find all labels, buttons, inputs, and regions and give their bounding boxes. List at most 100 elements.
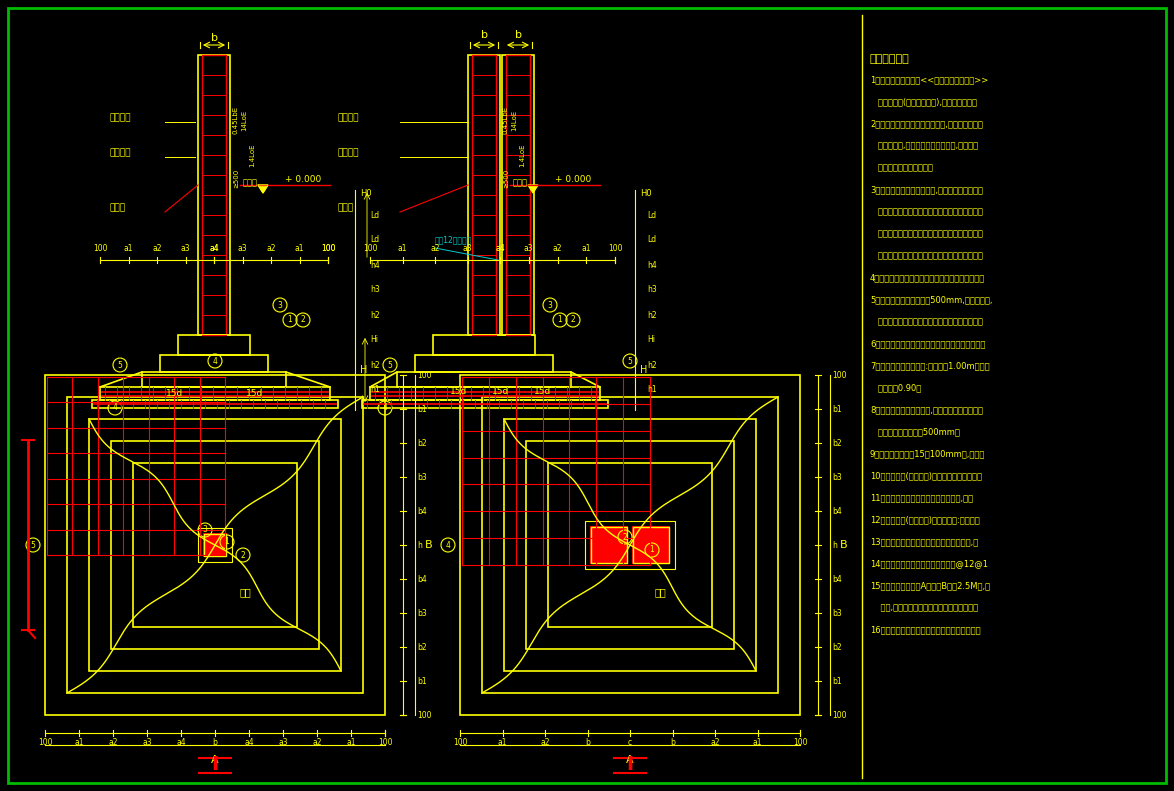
Bar bbox=[460, 375, 799, 715]
Text: a4: a4 bbox=[209, 244, 218, 253]
Text: a4: a4 bbox=[495, 244, 505, 253]
Text: h3: h3 bbox=[370, 286, 379, 294]
Text: 3: 3 bbox=[277, 301, 283, 309]
Text: h2: h2 bbox=[647, 361, 656, 369]
Text: B: B bbox=[425, 540, 433, 550]
Text: 4: 4 bbox=[446, 540, 451, 550]
Text: 5: 5 bbox=[387, 361, 392, 369]
Text: 密筋: 密筋 bbox=[239, 587, 251, 597]
Text: 15d: 15d bbox=[167, 389, 183, 399]
Text: a2: a2 bbox=[266, 244, 276, 253]
Text: H: H bbox=[640, 365, 647, 375]
Bar bbox=[397, 372, 571, 387]
Bar bbox=[585, 521, 675, 569]
Text: 5: 5 bbox=[117, 361, 122, 369]
Text: 且每级高差不应超过500mm。: 且每级高差不应超过500mm。 bbox=[870, 427, 960, 436]
Bar bbox=[633, 527, 669, 563]
Bar bbox=[504, 419, 756, 671]
Text: b: b bbox=[212, 738, 217, 747]
Bar bbox=[133, 463, 297, 627]
Bar bbox=[45, 375, 385, 715]
Text: 100: 100 bbox=[417, 710, 432, 720]
Text: 基础设计说明: 基础设计说明 bbox=[870, 54, 910, 64]
Text: a4: a4 bbox=[244, 738, 254, 747]
Text: b1: b1 bbox=[417, 404, 426, 414]
Text: 图纸12班图说明: 图纸12班图说明 bbox=[436, 235, 472, 244]
Text: h2: h2 bbox=[370, 361, 379, 369]
Text: 16、施工时应严格遵守国家有关施工、技术及整: 16、施工时应严格遵守国家有关施工、技术及整 bbox=[870, 625, 980, 634]
Text: a2: a2 bbox=[153, 244, 162, 253]
Text: 2: 2 bbox=[622, 532, 627, 542]
Text: 100: 100 bbox=[832, 370, 846, 380]
Text: 100: 100 bbox=[417, 370, 432, 380]
Text: Ld: Ld bbox=[370, 236, 379, 244]
Text: 100: 100 bbox=[608, 244, 622, 253]
Text: 外箍台: 外箍台 bbox=[338, 203, 355, 212]
Text: 100: 100 bbox=[93, 244, 107, 253]
Text: a1: a1 bbox=[346, 738, 356, 747]
Text: h4: h4 bbox=[370, 260, 379, 270]
Text: 4: 4 bbox=[113, 403, 117, 412]
Text: 2、本工程设计天然地基独立基础,必须在设计人员: 2、本工程设计天然地基独立基础,必须在设计人员 bbox=[870, 119, 983, 128]
Text: 基础应落在(全风化花岗岩),地基土承载力特: 基础应落在(全风化花岗岩),地基土承载力特 bbox=[870, 97, 977, 106]
Text: 100: 100 bbox=[321, 244, 336, 253]
Text: a1: a1 bbox=[498, 738, 507, 747]
Text: H0: H0 bbox=[360, 188, 372, 198]
Text: b3: b3 bbox=[832, 608, 842, 618]
Text: a1: a1 bbox=[295, 244, 304, 253]
Text: 5、基础埋至持力层不小于500mm,基坑开挖后,: 5、基础埋至持力层不小于500mm,基坑开挖后, bbox=[870, 295, 992, 304]
Bar bbox=[142, 372, 286, 387]
Text: b: b bbox=[514, 30, 521, 40]
Text: 3、当基坑开挖到设计标高后,应立即对基坑进行验: 3、当基坑开挖到设计标高后,应立即对基坑进行验 bbox=[870, 185, 983, 194]
Text: Hi: Hi bbox=[370, 335, 378, 345]
Text: 设计、质监等部门到现场验槽。基础持力层必须: 设计、质监等部门到现场验槽。基础持力层必须 bbox=[870, 207, 983, 216]
Text: a1: a1 bbox=[581, 244, 591, 253]
Text: 8、基坑邻近基础放坡要求,相邻基础底面高差不超: 8、基坑邻近基础放坡要求,相邻基础底面高差不超 bbox=[870, 405, 983, 414]
Text: a1: a1 bbox=[74, 738, 83, 747]
Text: I: I bbox=[627, 755, 634, 774]
Text: 1: 1 bbox=[288, 316, 292, 324]
Bar bbox=[202, 55, 227, 335]
Text: 合同有关人员研究处理。: 合同有关人员研究处理。 bbox=[870, 163, 933, 172]
Text: 2: 2 bbox=[571, 316, 575, 324]
Text: 一次钢筋: 一次钢筋 bbox=[338, 148, 359, 157]
Text: 12、基础底板(包括承台)钢筋保护层:有垫层为: 12、基础底板(包括承台)钢筋保护层:有垫层为 bbox=[870, 515, 980, 524]
Bar bbox=[591, 527, 627, 563]
Text: a1: a1 bbox=[753, 738, 762, 747]
Text: H0: H0 bbox=[640, 188, 652, 198]
Text: 1、本工程根据方贤祁<<岩土工程勘察报告>>: 1、本工程根据方贤祁<<岩土工程勘察报告>> bbox=[870, 75, 989, 84]
Bar bbox=[548, 463, 711, 627]
Bar bbox=[591, 527, 627, 563]
Text: b3: b3 bbox=[417, 608, 427, 618]
Text: 1: 1 bbox=[224, 538, 229, 547]
Text: 1: 1 bbox=[649, 546, 654, 554]
Text: a2: a2 bbox=[553, 244, 562, 253]
Bar bbox=[89, 419, 340, 671]
Text: 13、底层插体下无设深处均应垫坪加厚处理,详: 13、底层插体下无设深处均应垫坪加厚处理,详 bbox=[870, 537, 978, 546]
Text: A: A bbox=[626, 755, 634, 765]
Text: 二次钢筋: 二次钢筋 bbox=[338, 113, 359, 122]
Text: h3: h3 bbox=[647, 286, 656, 294]
Bar bbox=[633, 527, 669, 563]
Text: 2: 2 bbox=[241, 551, 245, 559]
Text: 一次钢筋: 一次钢筋 bbox=[110, 148, 131, 157]
Text: 15d: 15d bbox=[492, 387, 510, 396]
Text: 15d: 15d bbox=[451, 387, 467, 396]
Text: h1: h1 bbox=[370, 385, 379, 395]
Text: a4: a4 bbox=[495, 244, 505, 253]
Text: b4: b4 bbox=[832, 506, 842, 516]
Text: 6、不得使用淤泥、树土、膨胀性土、生活垃圾等作: 6、不得使用淤泥、树土、膨胀性土、生活垃圾等作 bbox=[870, 339, 985, 348]
Text: 0.45LbE: 0.45LbE bbox=[232, 106, 239, 134]
Text: b2: b2 bbox=[417, 438, 426, 448]
Text: a3: a3 bbox=[524, 244, 533, 253]
Text: 不得在未排清基坑积水且未处理好坑底土层的情: 不得在未排清基坑积水且未处理好坑底土层的情 bbox=[870, 317, 983, 326]
Text: 3: 3 bbox=[203, 525, 208, 535]
Text: A: A bbox=[211, 755, 218, 765]
Bar bbox=[414, 355, 553, 372]
Text: 100: 100 bbox=[453, 738, 467, 747]
Text: a4: a4 bbox=[176, 738, 185, 747]
Text: a3: a3 bbox=[237, 244, 248, 253]
Text: 7、回填土压实系数要求:地面以下1.00m深度范: 7、回填土压实系数要求:地面以下1.00m深度范 bbox=[870, 361, 990, 370]
Text: b2: b2 bbox=[832, 438, 842, 448]
Text: 设计要求。一经验槽合格应及快先浇筑垫层混凝: 设计要求。一经验槽合格应及快先浇筑垫层混凝 bbox=[870, 229, 983, 238]
